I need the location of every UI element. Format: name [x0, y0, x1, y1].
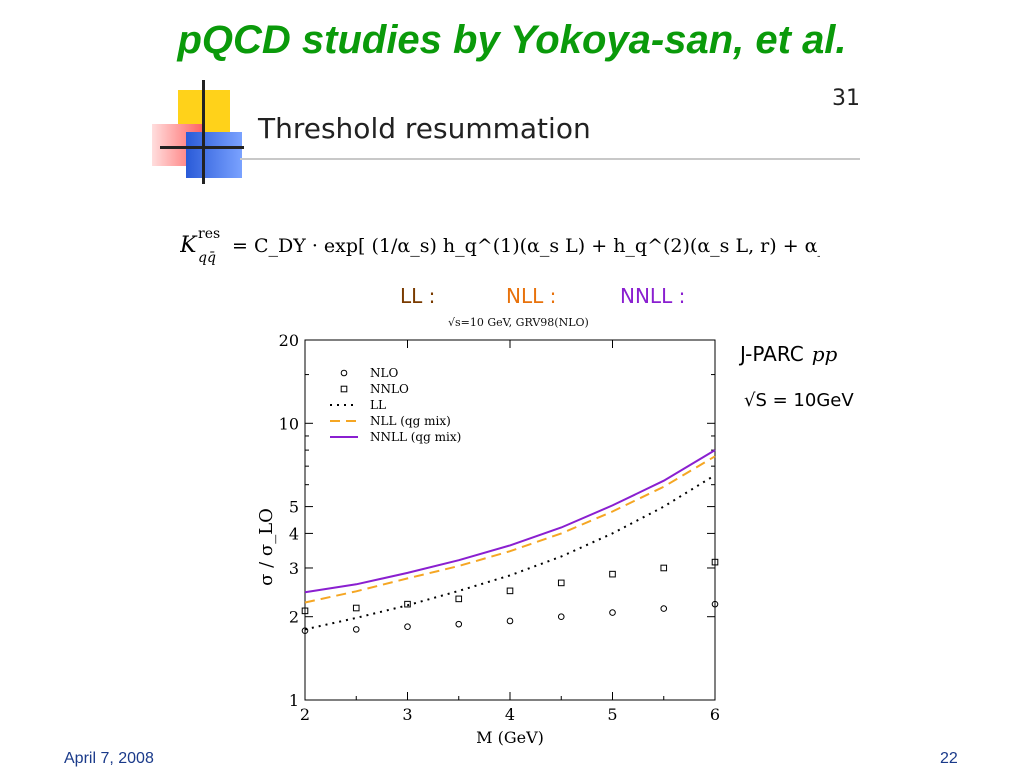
- nlo-point-8: [711, 600, 719, 608]
- nnlo-point-0: [301, 607, 309, 615]
- x-tick-label-2: 2: [300, 705, 310, 724]
- legend-label-2: LL: [370, 398, 386, 412]
- nlo-point-5: [557, 613, 565, 621]
- y-axis-label: σ / σ_LO: [256, 508, 277, 586]
- nlo-point-6: [609, 609, 616, 616]
- nlo-point-0: [301, 627, 309, 635]
- series-line-2: [304, 474, 716, 631]
- section-divider: [240, 158, 860, 160]
- y-tick-label-2: 2: [289, 608, 299, 627]
- resummation-formula: K res qq̄ = C_DY · exp[ (1/α_s) h_q^(1)(…: [180, 226, 820, 266]
- nlo-point-3: [455, 620, 463, 628]
- y-tick-label-5: 5: [289, 498, 299, 517]
- nlo-point-2: [404, 623, 411, 631]
- y-tick-label-4: 4: [289, 524, 299, 543]
- nlo-point-1: [352, 626, 360, 633]
- annotation-jparc: J-PARC pp: [740, 342, 837, 366]
- nlo-point-7: [660, 605, 668, 612]
- plot-caption: √s=10 GeV, GRV98(NLO): [448, 316, 589, 329]
- order-label-ll-text: LL :: [400, 284, 436, 308]
- chart-legend: NLO NNLO LL NLL (qg mix) NNLL (qg mix): [330, 366, 461, 444]
- y-tick-label-10: 10: [279, 414, 299, 433]
- x-tick-label-3: 3: [402, 705, 412, 724]
- nnlo-point-5: [557, 579, 565, 587]
- footer-page-number: 22: [940, 750, 958, 767]
- footer-date: April 7, 2008: [64, 750, 154, 767]
- y-tick-label-3: 3: [289, 559, 299, 578]
- order-label-nll-text: NLL :: [506, 284, 557, 308]
- decor-vertical-bar: [202, 80, 205, 184]
- series-line-4: [304, 449, 716, 594]
- nlo-point-4: [506, 617, 514, 625]
- annotation-process: pp: [811, 342, 838, 366]
- chart-marks: [301, 449, 719, 635]
- order-label-ll: LL :: [400, 284, 435, 308]
- legend-label-1: NNLO: [370, 382, 409, 396]
- nnlo-point-7: [660, 564, 668, 572]
- nnlo-point-2: [404, 600, 411, 608]
- x-tick-label-4: 4: [505, 705, 515, 724]
- inner-page-number: 31: [832, 86, 860, 111]
- order-label-nll: NLL :: [506, 284, 556, 308]
- series-line-3: [304, 455, 716, 604]
- legend-label-0: NLO: [370, 366, 398, 380]
- annotation-energy: √S = 10GeV: [744, 390, 854, 411]
- formula-lhs-sup: res: [198, 226, 220, 242]
- x-tick-label-5: 5: [607, 705, 617, 724]
- decor-horizontal-bar: [160, 146, 244, 149]
- section-title: Threshold resummation: [258, 112, 591, 145]
- nnlo-point-4: [506, 587, 514, 595]
- nnlo-point-8: [711, 558, 719, 566]
- decor-blue-square: [186, 132, 242, 178]
- annotation-experiment: J-PARC: [740, 342, 804, 366]
- formula-lhs-sub: qq̄: [198, 250, 216, 266]
- y-tick-label-1: 1: [289, 691, 299, 710]
- plot-frame: [304, 339, 716, 701]
- legend-label-4: NNLL (qg mix): [370, 430, 461, 444]
- slide-title: pQCD studies by Yokoya-san, et al.: [177, 18, 847, 62]
- legend-label-3: NLL (qg mix): [370, 414, 451, 428]
- order-label-nnll-text: NNLL :: [620, 284, 686, 308]
- formula-lhs: K: [180, 233, 198, 258]
- y-tick-label-20: 20: [279, 331, 299, 350]
- legend-marker-nlo: [340, 369, 348, 377]
- nnlo-point-1: [352, 604, 360, 612]
- x-axis-label: M (GeV): [476, 728, 544, 747]
- x-tick-label-6: 6: [710, 705, 720, 724]
- nnlo-point-6: [609, 570, 616, 578]
- formula-rhs: = C_DY · exp[ (1/α_s) h_q^(1)(α_s L) + h…: [232, 235, 820, 257]
- legend-marker-nnlo: [340, 385, 348, 393]
- order-label-nnll: NNLL :: [620, 284, 685, 308]
- nnlo-point-3: [455, 595, 463, 603]
